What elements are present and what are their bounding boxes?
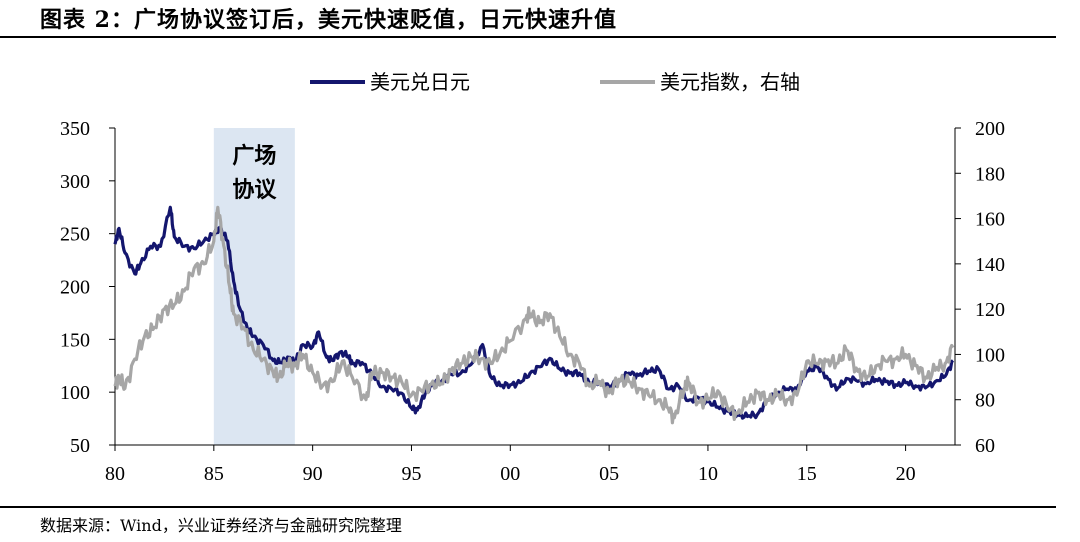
figure-title: 图表 2：广场协议签订后，美元快速贬值，日元快速升值 <box>40 7 617 33</box>
series-line-dollar-index <box>113 205 955 425</box>
x-axis-tick-label: 10 <box>698 463 718 485</box>
shaded-region-label-line1: 广场 <box>232 143 276 168</box>
left-axis-tick-label: 100 <box>60 382 90 404</box>
x-axis-tick-label: 05 <box>599 463 619 485</box>
left-axis-tick-label: 150 <box>60 329 90 351</box>
x-axis-tick-label: 95 <box>401 463 421 485</box>
right-axis-tick-label: 100 <box>975 344 1005 366</box>
left-axis-tick-label: 250 <box>60 224 90 246</box>
x-axis-tick-label: 80 <box>105 463 125 485</box>
right-axis-tick-label: 80 <box>975 390 995 412</box>
right-axis-tick-label: 160 <box>975 209 1005 231</box>
x-axis-tick-label: 20 <box>896 463 916 485</box>
right-axis-tick-label: 180 <box>975 163 1005 185</box>
title-rule <box>0 36 1056 38</box>
legend-label-usd-jpy: 美元兑日元 <box>370 71 470 94</box>
legend-label-dollar-index: 美元指数，右轴 <box>660 71 800 94</box>
shaded-region-label-line2: 协议 <box>232 177 277 202</box>
x-axis-tick-label: 00 <box>500 463 520 485</box>
left-axis-tick-label: 200 <box>60 277 90 299</box>
x-axis-tick-label: 85 <box>204 463 224 485</box>
source-rule <box>0 506 1056 508</box>
right-axis-tick-label: 120 <box>975 299 1005 321</box>
x-axis-tick-label: 90 <box>303 463 323 485</box>
right-axis-tick-label: 140 <box>975 254 1005 276</box>
source-note: 数据来源：Wind，兴业证券经济与金融研究院整理 <box>40 516 402 535</box>
right-axis-tick-label: 60 <box>975 435 995 457</box>
left-axis-tick-label: 350 <box>60 118 90 140</box>
x-axis-tick-label: 15 <box>797 463 817 485</box>
left-axis-tick-label: 50 <box>70 435 90 457</box>
shaded-region-plaza-accord <box>213 128 295 445</box>
right-axis-tick-label: 200 <box>975 118 1005 140</box>
left-axis-tick-label: 300 <box>60 171 90 193</box>
